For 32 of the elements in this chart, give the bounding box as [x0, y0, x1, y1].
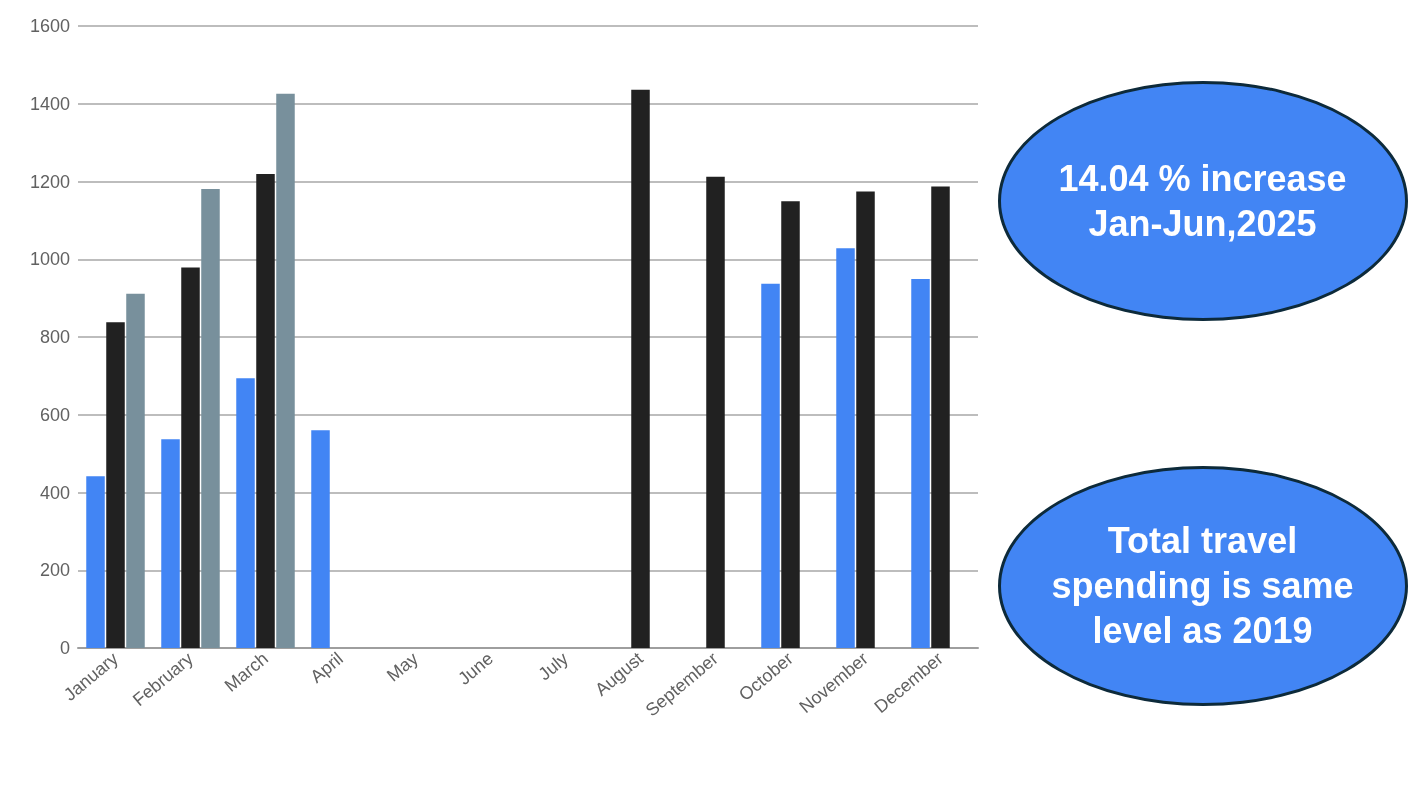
- bar: [276, 93, 295, 648]
- bar: [311, 430, 330, 648]
- bar: [86, 476, 105, 648]
- y-tick-label: 800: [39, 327, 70, 347]
- oval-callout: Total travel spending is same level as 2019: [997, 465, 1408, 706]
- bar: [761, 283, 780, 648]
- y-tick-label: 1400: [29, 93, 70, 114]
- y-tick-label: 0: [59, 638, 70, 658]
- oval-callout: 14.04 % increase Jan-Jun,2025: [997, 80, 1408, 321]
- bar: [706, 176, 725, 648]
- y-tick-label: 1000: [29, 249, 70, 270]
- y-tick-label: 600: [39, 404, 70, 425]
- bar: [106, 322, 125, 648]
- bar: [911, 279, 930, 648]
- bar: [256, 174, 275, 648]
- bar: [236, 378, 255, 648]
- x-tick-label: May: [383, 648, 422, 686]
- y-tick-label: 1200: [29, 171, 70, 192]
- bar: [856, 191, 875, 648]
- bar: [836, 248, 855, 648]
- bar: [126, 293, 145, 648]
- bar: [931, 186, 950, 648]
- bar: [631, 89, 650, 648]
- x-tick-label: July: [534, 648, 572, 685]
- x-tick-label: June: [454, 648, 497, 689]
- y-tick-label: 1600: [29, 16, 70, 36]
- bar: [201, 188, 220, 648]
- y-tick-label: 200: [39, 560, 70, 581]
- bar: [161, 439, 180, 648]
- y-tick-label: 400: [39, 482, 70, 503]
- bar: [181, 267, 200, 648]
- bar: [781, 201, 800, 648]
